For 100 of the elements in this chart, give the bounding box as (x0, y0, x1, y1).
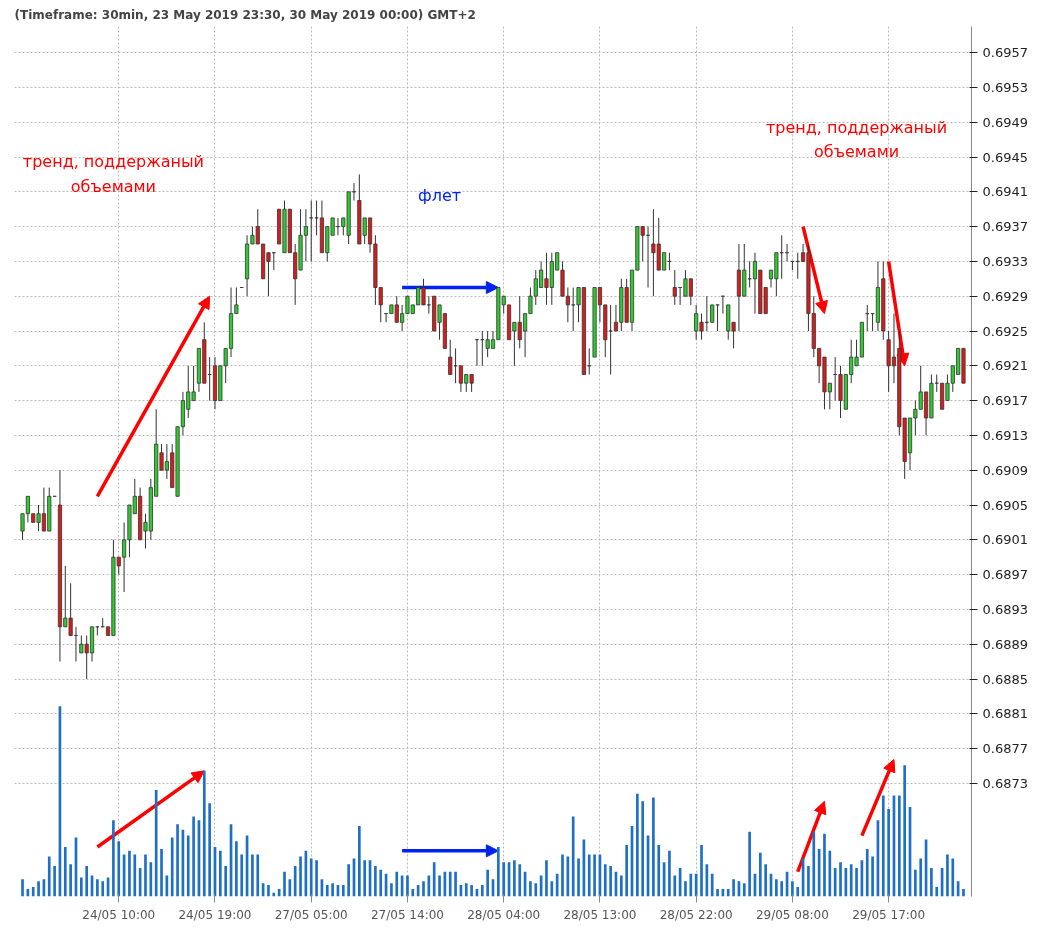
bar (534, 883, 538, 897)
candlestick (309, 200, 314, 262)
bar (807, 866, 810, 897)
y-tick-label: 0.6877 (982, 741, 1028, 757)
y-tick-label: 0.6957 (982, 45, 1028, 61)
bar (186, 835, 190, 897)
bar (726, 888, 730, 897)
bar (235, 841, 238, 897)
bar (37, 881, 40, 897)
bar (256, 854, 260, 897)
y-tick-label: 0.6889 (982, 636, 1028, 652)
bar (117, 841, 121, 897)
y-tick-label: 0.6897 (982, 567, 1028, 583)
bar (871, 856, 874, 897)
candlestick (448, 339, 453, 375)
y-tick-label: 0.6909 (982, 462, 1028, 478)
x-tick-label: 28/05 13:00 (563, 907, 637, 922)
bar (887, 808, 890, 897)
bar (935, 886, 939, 897)
bar (101, 881, 105, 897)
x-tick-label: 29/05 17:00 (852, 907, 926, 922)
bar (363, 860, 367, 897)
y-tick-label: 0.6893 (982, 601, 1028, 617)
bar (668, 850, 671, 897)
y-tick-label: 0.6921 (982, 358, 1028, 374)
bar (828, 850, 832, 897)
bar (454, 871, 457, 897)
y-tick-label: 0.6885 (982, 671, 1028, 687)
bar (208, 803, 211, 897)
annotation: тренд, поддержаный объемами (22, 152, 204, 197)
bar (791, 881, 794, 897)
bar (641, 801, 645, 897)
bar (513, 860, 516, 897)
bar (561, 854, 564, 897)
x-tick-label: 27/05 05:00 (274, 907, 348, 922)
bar (764, 864, 767, 897)
bar (79, 877, 83, 897)
bar (775, 879, 778, 897)
y-tick-label: 0.6941 (982, 184, 1028, 200)
bar (438, 875, 441, 897)
bar (625, 845, 628, 897)
bar (748, 831, 751, 897)
bar (571, 816, 575, 897)
candlestick (314, 200, 319, 236)
bar (315, 860, 318, 897)
bar (865, 848, 869, 897)
bar (31, 886, 35, 897)
bar (432, 862, 436, 897)
bar (587, 854, 591, 897)
y-tick-label: 0.6925 (982, 323, 1028, 339)
bar (283, 871, 286, 897)
bar (358, 826, 361, 897)
bar (293, 866, 297, 897)
y-tick-label: 0.6881 (982, 706, 1028, 722)
bar (272, 892, 276, 897)
bar (689, 873, 693, 897)
bar (849, 864, 853, 897)
bar (855, 867, 858, 897)
bar (619, 875, 623, 897)
bar (742, 883, 746, 897)
bar (47, 856, 51, 897)
bar (780, 881, 784, 897)
bar (192, 816, 195, 897)
bar (170, 837, 174, 897)
bar (341, 885, 345, 897)
y-tick-label: 0.6937 (982, 219, 1028, 235)
bar (550, 881, 554, 897)
bar (406, 875, 409, 897)
bar (331, 883, 334, 897)
bar (529, 881, 532, 897)
bar (267, 885, 270, 897)
bar (395, 871, 399, 897)
bar (154, 789, 158, 897)
bar (796, 886, 800, 897)
bar (673, 875, 677, 897)
bar (732, 879, 735, 897)
bar (823, 833, 826, 897)
bar (914, 869, 917, 897)
bar (593, 854, 596, 897)
bar (160, 848, 163, 897)
bar (464, 883, 468, 897)
bar (202, 770, 206, 897)
annotation: тренд, поддержаный объемами (766, 117, 948, 162)
bar (422, 881, 425, 897)
bar (919, 858, 923, 897)
bar (497, 847, 500, 897)
bar (309, 858, 313, 897)
y-tick-label: 0.6953 (982, 79, 1028, 95)
chart-title: (Timeframe: 30min, 23 May 2019 23:30, 30 May 2019 00:00) GMT+2 (14, 7, 476, 22)
bar (946, 854, 949, 897)
bar (374, 866, 377, 897)
bar (411, 888, 415, 897)
bar (96, 879, 99, 897)
x-tick-label: 28/05 22:00 (659, 907, 733, 922)
x-tick-label: 24/05 10:00 (82, 907, 156, 922)
bar (897, 795, 901, 897)
bar (951, 858, 955, 897)
x-tick-label: 28/05 04:00 (467, 907, 541, 922)
bar (833, 867, 837, 897)
bar (53, 866, 56, 897)
